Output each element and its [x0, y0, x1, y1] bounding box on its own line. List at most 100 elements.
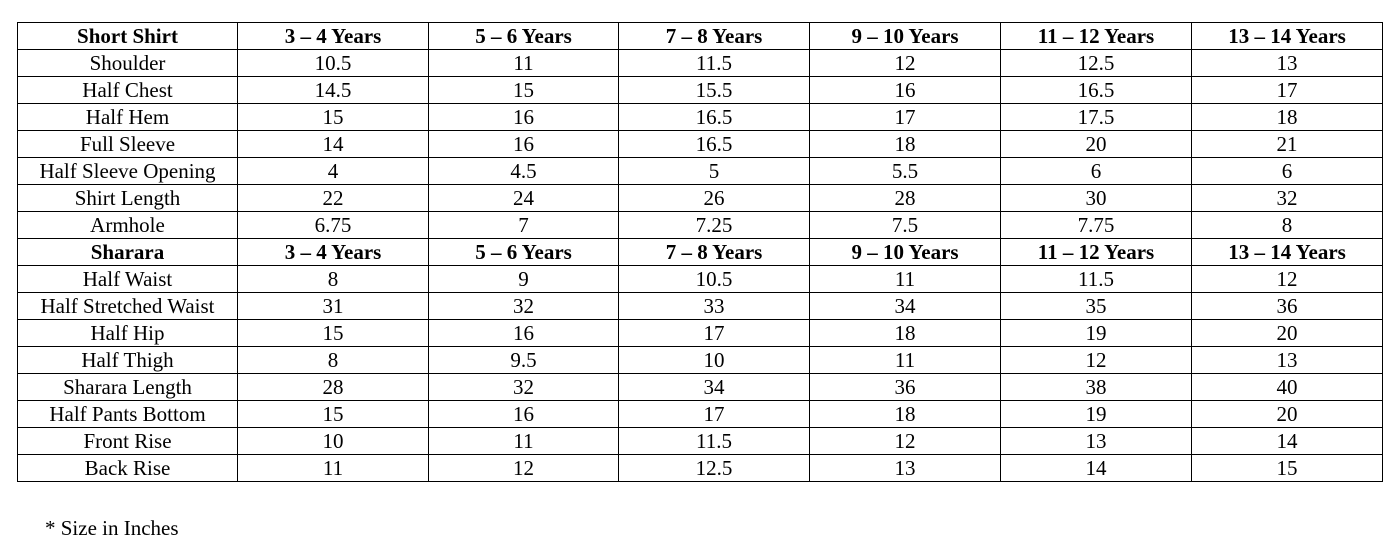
cell: 32 — [428, 373, 619, 401]
data-row: Half Sleeve Opening 4 4.5 5 5.5 6 6 — [17, 157, 1383, 185]
cell: 11 — [428, 427, 619, 455]
header-cell: Sharara — [17, 238, 238, 266]
cell: 12 — [1000, 346, 1192, 374]
cell: 16 — [809, 76, 1001, 104]
data-row: Front Rise 10 11 11.5 12 13 14 — [17, 427, 1383, 455]
cell: 26 — [618, 184, 810, 212]
cell: 6 — [1000, 157, 1192, 185]
header-cell: 5 – 6 Years — [428, 238, 619, 266]
cell: 12 — [809, 427, 1001, 455]
row-label: Half Thigh — [17, 346, 238, 374]
cell: 11.5 — [1000, 265, 1192, 293]
cell: 7.75 — [1000, 211, 1192, 239]
cell: 10 — [237, 427, 429, 455]
header-cell: 9 – 10 Years — [809, 238, 1001, 266]
cell: 6.75 — [237, 211, 429, 239]
header-cell: 7 – 8 Years — [618, 22, 810, 50]
cell: 38 — [1000, 373, 1192, 401]
cell: 30 — [1000, 184, 1192, 212]
cell: 8 — [237, 265, 429, 293]
cell: 12.5 — [618, 454, 810, 482]
cell: 40 — [1191, 373, 1383, 401]
header-cell: 7 – 8 Years — [618, 238, 810, 266]
cell: 15 — [1191, 454, 1383, 482]
header-cell: 3 – 4 Years — [237, 22, 429, 50]
cell: 5 — [618, 157, 810, 185]
cell: 33 — [618, 292, 810, 320]
cell: 5.5 — [809, 157, 1001, 185]
cell: 16.5 — [618, 130, 810, 158]
cell: 18 — [809, 130, 1001, 158]
cell: 11 — [809, 346, 1001, 374]
cell: 21 — [1191, 130, 1383, 158]
cell: 10.5 — [618, 265, 810, 293]
cell: 28 — [237, 373, 429, 401]
cell: 8 — [237, 346, 429, 374]
data-row: Half Hip 15 16 17 18 19 20 — [17, 319, 1383, 347]
cell: 12.5 — [1000, 49, 1192, 77]
header-cell: 11 – 12 Years — [1000, 22, 1192, 50]
cell: 36 — [809, 373, 1001, 401]
data-row: Back Rise 11 12 12.5 13 14 15 — [17, 454, 1383, 482]
cell: 16.5 — [618, 103, 810, 131]
cell: 15 — [237, 319, 429, 347]
cell: 19 — [1000, 400, 1192, 428]
data-row: Half Waist 8 9 10.5 11 11.5 12 — [17, 265, 1383, 293]
cell: 17 — [618, 400, 810, 428]
cell: 11.5 — [618, 49, 810, 77]
data-row: Half Hem 15 16 16.5 17 17.5 18 — [17, 103, 1383, 131]
cell: 7 — [428, 211, 619, 239]
cell: 10 — [618, 346, 810, 374]
cell: 10.5 — [237, 49, 429, 77]
cell: 9 — [428, 265, 619, 293]
cell: 20 — [1000, 130, 1192, 158]
row-label: Full Sleeve — [17, 130, 238, 158]
row-label: Armhole — [17, 211, 238, 239]
cell: 4 — [237, 157, 429, 185]
cell: 14.5 — [237, 76, 429, 104]
row-label: Half Sleeve Opening — [17, 157, 238, 185]
row-label: Half Stretched Waist — [17, 292, 238, 320]
cell: 14 — [1191, 427, 1383, 455]
row-label: Half Chest — [17, 76, 238, 104]
cell: 32 — [428, 292, 619, 320]
cell: 17 — [809, 103, 1001, 131]
cell: 17 — [618, 319, 810, 347]
cell: 31 — [237, 292, 429, 320]
cell: 16.5 — [1000, 76, 1192, 104]
cell: 20 — [1191, 319, 1383, 347]
cell: 35 — [1000, 292, 1192, 320]
cell: 11 — [809, 265, 1001, 293]
cell: 17 — [1191, 76, 1383, 104]
cell: 14 — [237, 130, 429, 158]
header-cell: 5 – 6 Years — [428, 22, 619, 50]
header-cell: 3 – 4 Years — [237, 238, 429, 266]
data-row: Half Stretched Waist 31 32 33 34 35 36 — [17, 292, 1383, 320]
data-row: Half Thigh 8 9.5 10 11 12 13 — [17, 346, 1383, 374]
header-cell: 13 – 14 Years — [1191, 238, 1383, 266]
cell: 15 — [237, 103, 429, 131]
row-label: Back Rise — [17, 454, 238, 482]
row-label: Sharara Length — [17, 373, 238, 401]
cell: 12 — [428, 454, 619, 482]
table-body: Short Shirt 3 – 4 Years 5 – 6 Years 7 – 8 Y… — [17, 22, 1383, 482]
cell: 16 — [428, 319, 619, 347]
size-table: Short Shirt 3 – 4 Years 5 – 6 Years 7 – 8 Y… — [17, 22, 1383, 482]
cell: 12 — [809, 49, 1001, 77]
cell: 13 — [1191, 346, 1383, 374]
cell: 15 — [237, 400, 429, 428]
cell: 9.5 — [428, 346, 619, 374]
cell: 34 — [809, 292, 1001, 320]
cell: 19 — [1000, 319, 1192, 347]
row-label: Shoulder — [17, 49, 238, 77]
cell: 15.5 — [618, 76, 810, 104]
cell: 7.5 — [809, 211, 1001, 239]
header-cell: 11 – 12 Years — [1000, 238, 1192, 266]
header-row: Short Shirt 3 – 4 Years 5 – 6 Years 7 – 8 Y… — [17, 22, 1383, 50]
row-label: Half Hip — [17, 319, 238, 347]
cell: 11.5 — [618, 427, 810, 455]
cell: 14 — [1000, 454, 1192, 482]
cell: 18 — [809, 319, 1001, 347]
cell: 11 — [428, 49, 619, 77]
